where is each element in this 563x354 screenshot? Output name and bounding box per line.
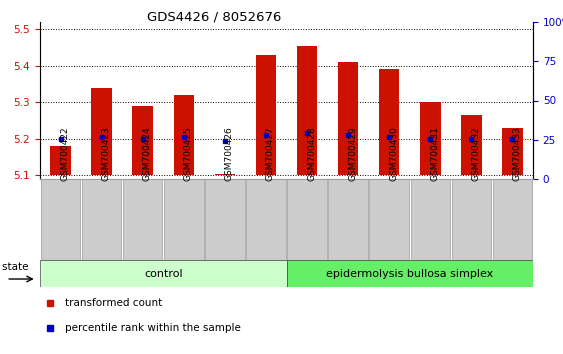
- Bar: [420, 102, 441, 175]
- Bar: [91, 88, 112, 175]
- Text: percentile rank within the sample: percentile rank within the sample: [65, 323, 240, 333]
- Bar: [41, 179, 81, 261]
- Text: GSM700423: GSM700423: [102, 127, 110, 182]
- Text: GSM700427: GSM700427: [266, 127, 275, 182]
- Bar: [297, 46, 318, 175]
- Text: GSM700430: GSM700430: [389, 127, 398, 182]
- Text: GSM700431: GSM700431: [430, 127, 439, 182]
- Bar: [287, 261, 533, 287]
- Text: GSM700424: GSM700424: [142, 127, 151, 182]
- Bar: [215, 173, 235, 175]
- Bar: [164, 179, 203, 261]
- Bar: [123, 179, 163, 261]
- Text: GSM700426: GSM700426: [225, 127, 234, 182]
- Bar: [82, 179, 122, 261]
- Bar: [246, 179, 285, 261]
- Text: transformed count: transformed count: [65, 298, 162, 308]
- Bar: [40, 261, 287, 287]
- Bar: [328, 179, 368, 261]
- Text: disease state: disease state: [0, 262, 29, 272]
- Bar: [502, 128, 522, 175]
- Text: epidermolysis bullosa simplex: epidermolysis bullosa simplex: [326, 269, 493, 279]
- Bar: [379, 69, 400, 175]
- Bar: [461, 115, 481, 175]
- Text: GSM700425: GSM700425: [184, 127, 193, 182]
- Text: GSM700422: GSM700422: [61, 127, 70, 182]
- Text: GDS4426 / 8052676: GDS4426 / 8052676: [147, 11, 281, 24]
- Bar: [493, 179, 532, 261]
- Bar: [338, 62, 359, 175]
- Text: control: control: [144, 269, 182, 279]
- Text: GSM700429: GSM700429: [348, 127, 357, 182]
- Text: GSM700428: GSM700428: [307, 127, 316, 182]
- Bar: [205, 179, 244, 261]
- Bar: [287, 179, 327, 261]
- Bar: [410, 179, 450, 261]
- Bar: [132, 106, 153, 175]
- Text: GSM700433: GSM700433: [512, 127, 521, 182]
- Bar: [369, 179, 409, 261]
- Bar: [452, 179, 491, 261]
- Bar: [50, 146, 71, 175]
- Bar: [173, 95, 194, 175]
- Bar: [256, 55, 276, 175]
- Text: GSM700432: GSM700432: [471, 127, 480, 182]
